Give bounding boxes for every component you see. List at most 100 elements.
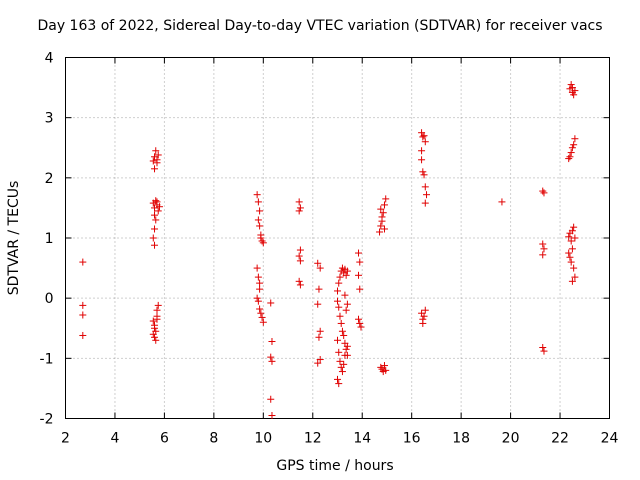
data-point [258,313,266,321]
data-point [379,209,387,217]
data-point [256,279,264,287]
data-point [267,299,275,307]
data-point [342,345,350,353]
x-tick-label: 6 [160,431,169,447]
y-axis-label: SDTVAR / TECUs [6,181,22,296]
data-point [152,147,160,155]
data-point [420,132,428,140]
data-point [296,246,304,254]
axis-ticks [65,57,610,419]
data-point [153,312,161,320]
data-point [335,279,343,287]
x-tick-label: 4 [110,431,119,447]
data-point [539,344,547,352]
data-point [154,151,162,159]
data-point [153,306,161,314]
data-point [149,317,157,325]
data-point [340,360,348,368]
data-point [568,245,576,253]
data-point [377,222,385,230]
data-point [570,223,578,231]
data-point [254,216,262,224]
data-point [565,249,573,257]
x-tick-labels: 2 4 6 8 10 12 14 16 18 20 22 24 [61,431,618,447]
data-point [254,198,262,206]
x-tick-label: 14 [353,431,371,447]
data-point [418,147,426,155]
data-point [355,249,363,257]
data-point [295,198,303,206]
data-point [154,301,162,309]
data-point [79,311,87,319]
data-point [540,245,548,253]
data-point [341,291,349,299]
y-tick-label: 2 [45,171,54,187]
data-point [151,225,159,233]
data-point [152,336,160,344]
data-point [567,81,575,89]
data-point [341,351,349,359]
x-tick-label: 12 [304,431,322,447]
data-point [259,239,267,247]
grid [65,57,610,419]
data-point [155,203,163,211]
data-point [149,330,157,338]
x-tick-label: 8 [209,431,218,447]
data-point [253,294,261,302]
data-point [421,199,429,207]
x-tick-label: 16 [403,431,421,447]
data-point [334,297,341,305]
data-point [382,195,390,203]
data-point [336,312,344,320]
data-point [337,319,345,327]
data-point [540,347,548,355]
data-point [570,141,578,149]
data-point [336,273,344,281]
data-point [419,168,427,176]
data-point [356,285,364,293]
y-tick-label: 1 [45,231,54,247]
data-point [540,189,548,197]
data-point [152,216,160,224]
data-point [296,204,304,212]
data-point [267,395,275,403]
data-point [567,237,575,245]
y-tick-label: -1 [40,351,54,367]
data-point [338,368,346,376]
data-point [336,357,344,365]
data-point [571,234,579,242]
data-point [316,356,324,364]
data-points [79,81,579,419]
data-point [338,327,346,335]
data-point [335,380,343,388]
data-point [152,197,160,205]
data-point [153,198,161,206]
y-tick-label: 0 [45,291,54,307]
data-point [343,342,351,350]
data-point [377,205,385,213]
x-tick-label: 2 [61,431,70,447]
data-point [268,411,276,419]
data-point [356,319,364,327]
data-point [257,309,265,317]
x-tick-label: 10 [254,431,272,447]
data-point [335,303,343,311]
data-point [380,225,388,233]
data-point [380,201,388,209]
x-tick-label: 22 [551,431,569,447]
data-point [151,333,159,341]
data-point [419,319,427,327]
data-point [151,165,159,173]
data-point [253,191,261,199]
data-point [355,271,363,279]
data-point [256,222,264,230]
data-point [568,84,576,92]
y-tick-label: 3 [45,111,54,127]
data-point [256,305,264,313]
data-point [566,153,574,161]
data-point [340,331,348,339]
data-point [258,237,266,245]
data-point [334,375,341,383]
data-point [421,138,429,146]
